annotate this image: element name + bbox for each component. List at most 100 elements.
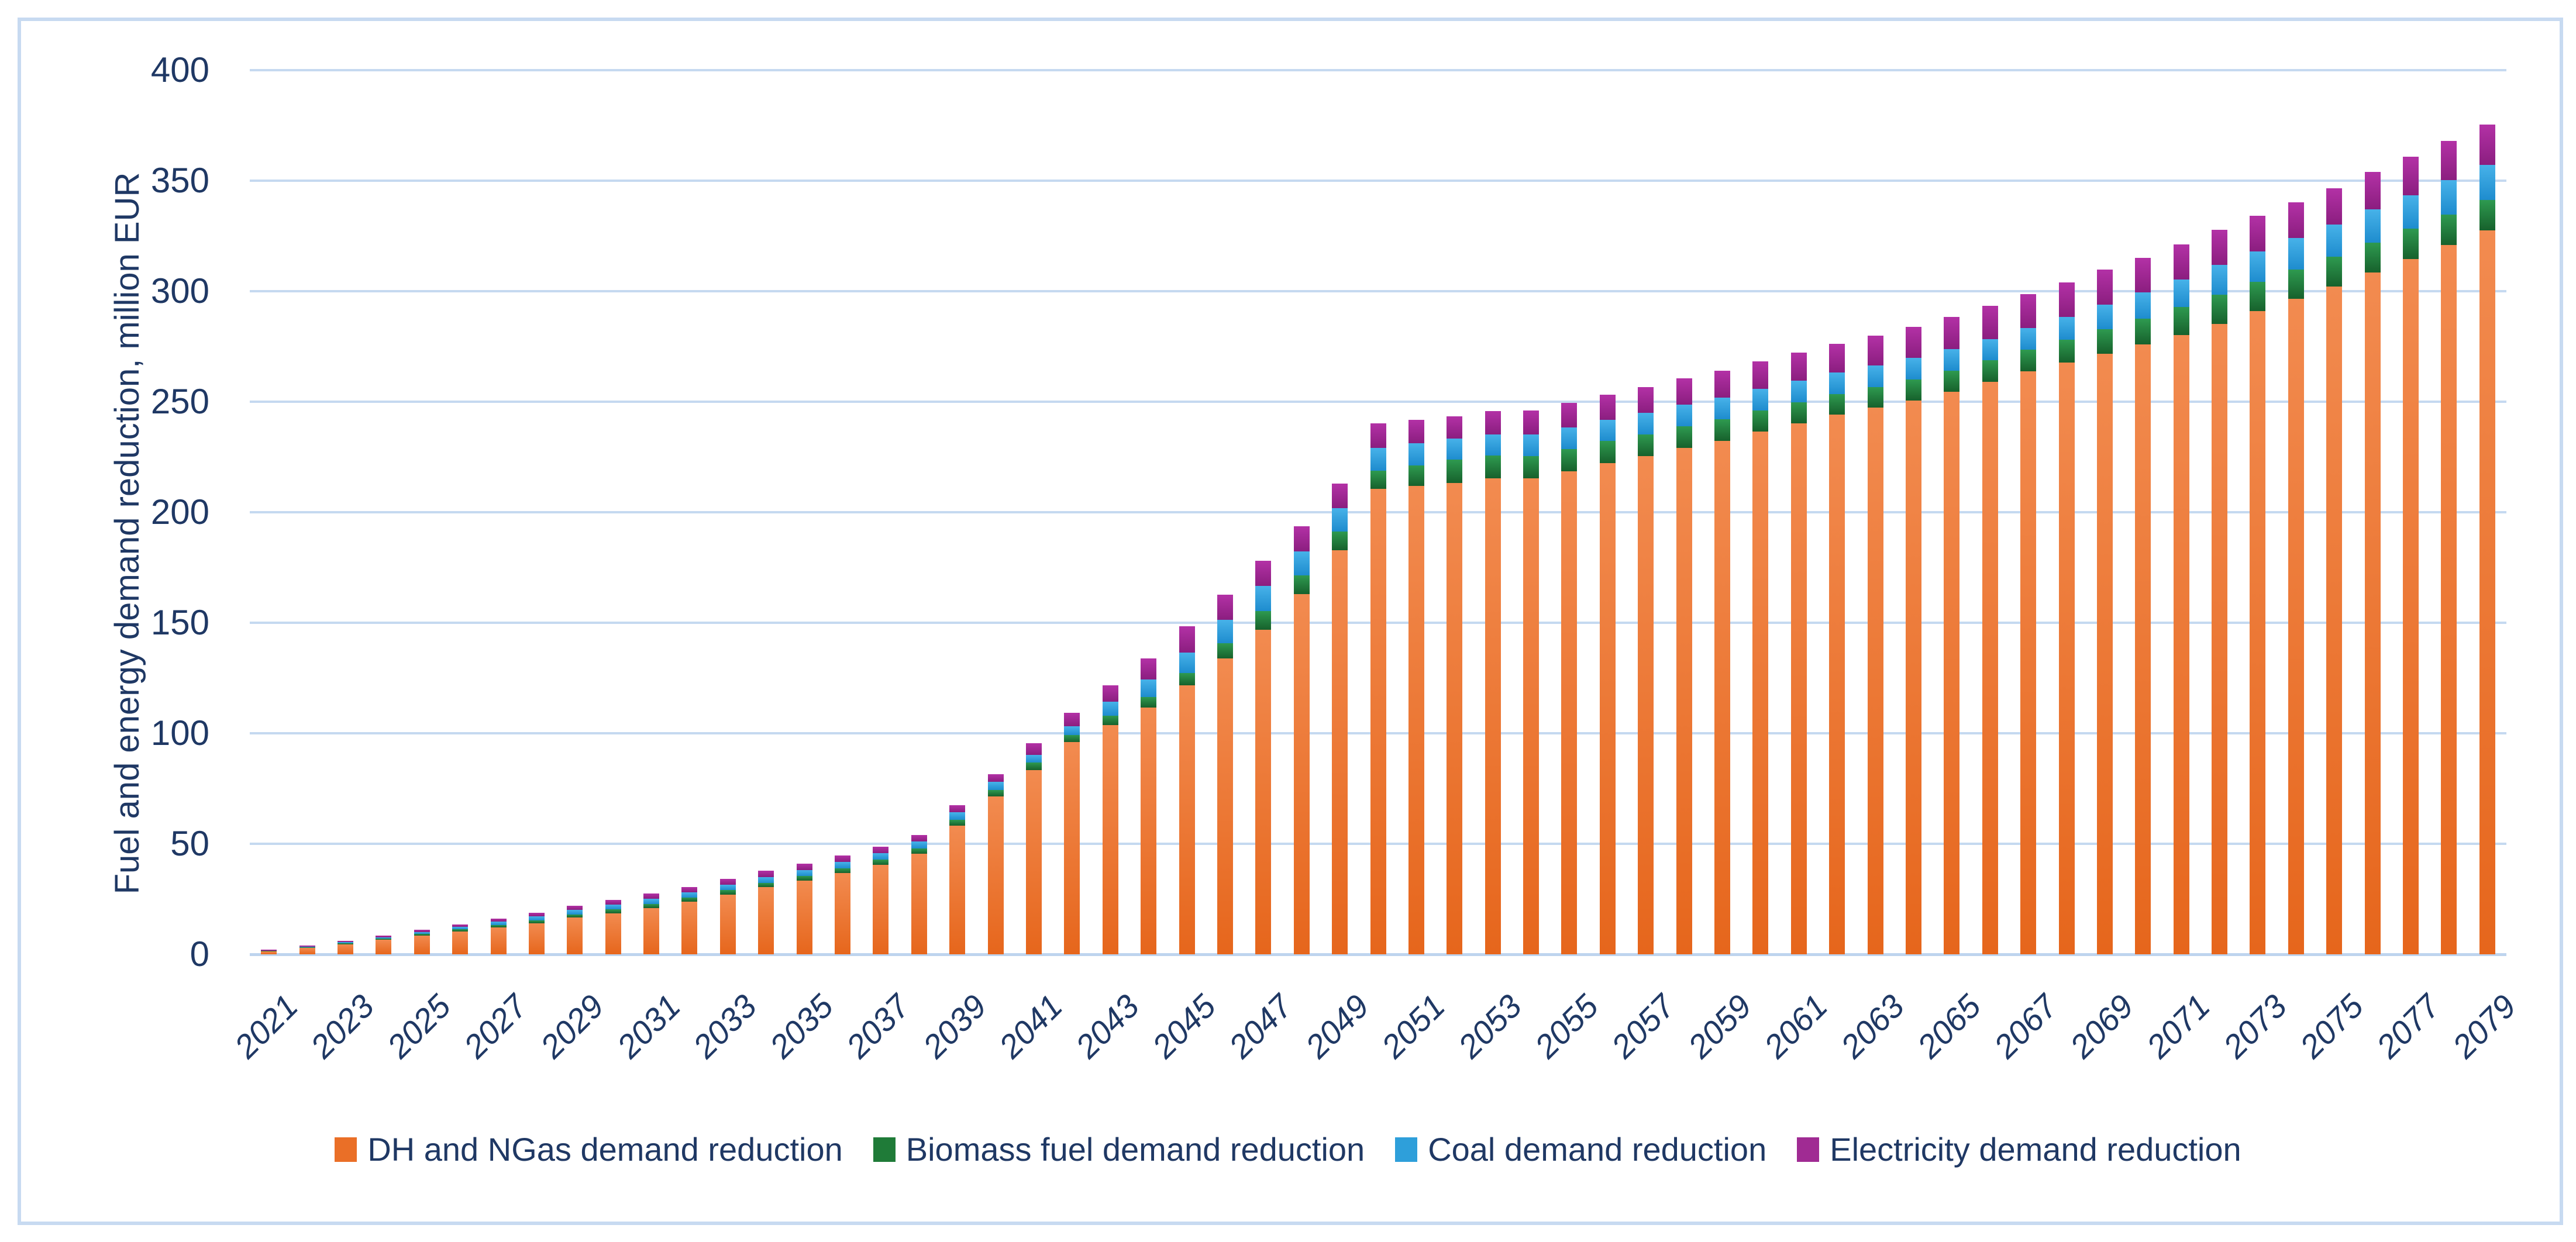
bar-2076-segment-biomass <box>2364 242 2381 272</box>
bar-2057-segment-biomass <box>1638 434 1654 456</box>
legend-swatch-coal <box>1395 1137 1418 1162</box>
legend-swatch-electricity <box>1797 1137 1820 1162</box>
bar-2024-segment-electricity <box>376 935 392 937</box>
bar-2027-segment-electricity <box>490 918 507 922</box>
bar-2075-segment-electricity <box>2326 188 2343 225</box>
bar-2027-segment-coal <box>490 922 507 925</box>
bar-2079-segment-biomass <box>2479 199 2495 231</box>
bar-2079 <box>2479 124 2495 954</box>
bar-2050-segment-biomass <box>1370 470 1386 489</box>
bar-2028 <box>528 912 545 954</box>
bar-2026-segment-coal <box>452 927 469 930</box>
bar-2075-segment-dh-ngas <box>2326 286 2343 954</box>
bar-2025-segment-dh-ngas <box>414 935 430 954</box>
bar-2052-segment-dh-ngas <box>1447 482 1463 954</box>
legend-label-coal: Coal demand reduction <box>1428 1131 1767 1168</box>
bar-2067-segment-biomass <box>2020 350 2037 371</box>
bar-2021-segment-dh-ngas <box>261 951 277 954</box>
bar-2058-segment-electricity <box>1676 378 1692 405</box>
bar-2050-segment-coal <box>1370 447 1386 471</box>
bar-2051-segment-dh-ngas <box>1408 486 1424 954</box>
bar-2054-segment-coal <box>1523 434 1540 456</box>
bar-2078-segment-dh-ngas <box>2441 245 2457 954</box>
bar-2071-segment-electricity <box>2173 244 2189 280</box>
bar-2035-segment-dh-ngas <box>796 881 812 954</box>
bar-2026-segment-electricity <box>452 924 469 927</box>
bar-2066-segment-biomass <box>1982 360 1998 382</box>
bar-2033 <box>719 878 736 954</box>
y-tick-label-150: 150 <box>150 603 209 642</box>
bar-2056-segment-biomass <box>1599 441 1616 464</box>
bar-2063-segment-electricity <box>1867 335 1883 365</box>
bar-2053-segment-electricity <box>1485 411 1501 434</box>
bar-2069-segment-dh-ngas <box>2096 353 2113 954</box>
bar-2044-segment-electricity <box>1141 658 1157 680</box>
bar-2064-segment-biomass <box>1905 379 1921 401</box>
bar-2056-segment-dh-ngas <box>1599 463 1616 954</box>
bar-2042-segment-biomass <box>1064 735 1080 743</box>
bar-2061-segment-coal <box>1790 381 1807 402</box>
bar-2074 <box>2288 202 2304 954</box>
bar-2059-segment-dh-ngas <box>1714 440 1730 954</box>
bar-2076-segment-coal <box>2364 209 2381 243</box>
bar-2022-segment-dh-ngas <box>299 948 315 954</box>
bar-2041-segment-dh-ngas <box>1025 770 1042 954</box>
bar-2034-segment-electricity <box>758 871 774 877</box>
bar-2078-segment-biomass <box>2441 215 2457 246</box>
bar-2056-segment-coal <box>1599 419 1616 441</box>
bar-2049-segment-biomass <box>1332 532 1348 550</box>
bar-2078 <box>2441 140 2457 954</box>
bar-2073-segment-electricity <box>2250 216 2266 251</box>
bar-2023 <box>337 940 353 954</box>
bar-2070-segment-electricity <box>2135 257 2151 293</box>
bar-2032 <box>681 886 698 954</box>
bar-2046 <box>1217 594 1233 954</box>
bar-2029-segment-dh-ngas <box>567 917 583 954</box>
bar-2073 <box>2250 216 2266 954</box>
bar-2070-segment-biomass <box>2135 318 2151 345</box>
bar-2047-segment-dh-ngas <box>1255 629 1272 954</box>
bar-2035 <box>796 864 812 954</box>
bar-2022 <box>299 945 315 954</box>
bar-2052 <box>1447 416 1463 954</box>
bar-2061-segment-biomass <box>1790 402 1807 423</box>
bar-2030-segment-biomass <box>605 909 621 913</box>
bar-2057 <box>1638 387 1654 954</box>
bar-2044 <box>1141 658 1157 954</box>
bar-2031-segment-biomass <box>643 903 660 908</box>
bar-2063 <box>1867 335 1883 954</box>
bar-2043-segment-biomass <box>1102 715 1118 725</box>
bar-2046-segment-dh-ngas <box>1217 658 1233 954</box>
bar-2032-segment-biomass <box>681 898 698 902</box>
bar-2051 <box>1408 419 1424 954</box>
bar-2059-segment-coal <box>1714 398 1730 419</box>
bar-2076-segment-dh-ngas <box>2364 272 2381 954</box>
x-axis-baseline <box>250 953 2506 956</box>
bar-2071 <box>2173 244 2189 954</box>
bar-2069-segment-coal <box>2096 304 2113 329</box>
bar-2045 <box>1179 626 1195 954</box>
bar-2072-segment-coal <box>2212 265 2228 295</box>
bar-2024-segment-coal <box>376 937 392 939</box>
bar-2049 <box>1332 483 1348 954</box>
bar-2022-segment-biomass <box>299 947 315 948</box>
bar-2067 <box>2020 294 2037 954</box>
bar-2055-segment-biomass <box>1561 448 1578 471</box>
bar-2037 <box>873 846 889 954</box>
bar-2041-segment-biomass <box>1025 762 1042 770</box>
legend-swatch-dh-ngas <box>335 1137 357 1162</box>
bar-2050-segment-electricity <box>1370 423 1386 448</box>
bar-2040 <box>987 774 1004 954</box>
bar-2028-segment-coal <box>528 916 545 920</box>
bar-2024-segment-biomass <box>376 939 392 940</box>
bar-2029-segment-biomass <box>567 914 583 918</box>
bar-2074-segment-dh-ngas <box>2288 299 2304 954</box>
legend-item-dh-ngas: DH and NGas demand reduction <box>335 1131 843 1168</box>
bar-2028-segment-electricity <box>528 912 545 917</box>
bar-2077-segment-biomass <box>2403 229 2419 259</box>
bar-2079-segment-electricity <box>2479 124 2495 165</box>
gridline-300 <box>250 290 2506 292</box>
bar-2023-segment-dh-ngas <box>337 944 353 954</box>
bar-2074-segment-electricity <box>2288 202 2304 239</box>
bar-2028-segment-biomass <box>528 920 545 923</box>
